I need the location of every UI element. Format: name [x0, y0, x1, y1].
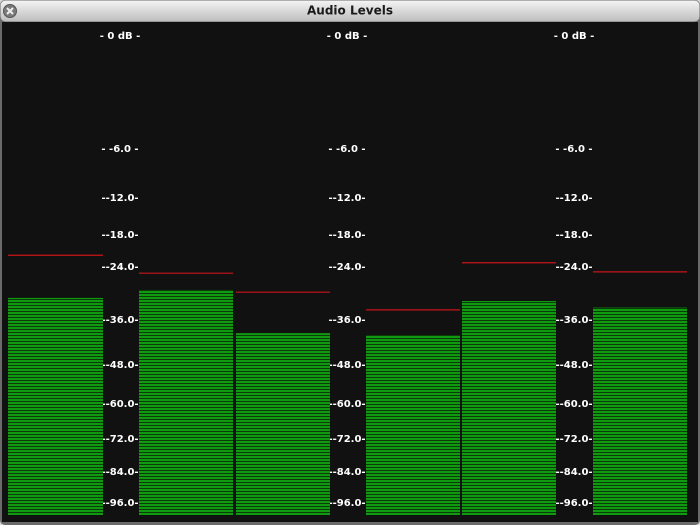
- scale-label: --36.0-: [328, 315, 365, 326]
- scale-label: --48.0-: [555, 360, 592, 371]
- scale-label: --12.0-: [101, 193, 138, 204]
- scale-label: --84.0-: [555, 467, 592, 478]
- scale-label: --12.0-: [555, 193, 592, 204]
- level-bar: [8, 297, 103, 515]
- meter-panel: [2, 22, 698, 522]
- level-bar: [139, 289, 233, 515]
- level-bar: [366, 335, 460, 515]
- level-bar: [236, 333, 330, 515]
- scale-label: --36.0-: [555, 315, 592, 326]
- scale-label: --60.0-: [328, 399, 365, 410]
- scale-label: --12.0-: [328, 193, 365, 204]
- title-bar: [0, 0, 700, 22]
- scale-label: --24.0-: [555, 262, 592, 273]
- scale-label: --18.0-: [555, 230, 592, 241]
- scale-label: --96.0-: [555, 498, 592, 509]
- scale-label: --24.0-: [101, 262, 138, 273]
- scale-label: - -6.0 -: [328, 144, 365, 155]
- scale-label: - -6.0 -: [101, 144, 138, 155]
- scale-label: --72.0-: [328, 434, 365, 445]
- scale-label: --60.0-: [555, 399, 592, 410]
- scale-label: - 0 dB -: [327, 31, 367, 42]
- scale-label: - 0 dB -: [100, 31, 140, 42]
- scale-label: --72.0-: [555, 434, 592, 445]
- scale-label: --18.0-: [328, 230, 365, 241]
- window-title: Audio Levels: [307, 4, 393, 18]
- scale-label: --48.0-: [101, 360, 138, 371]
- scale-label: --96.0-: [328, 498, 365, 509]
- scale-label: --18.0-: [101, 230, 138, 241]
- close-button[interactable]: [3, 4, 17, 18]
- close-icon[interactable]: [6, 7, 14, 15]
- scale-label: --60.0-: [101, 399, 138, 410]
- scale-label: --72.0-: [101, 434, 138, 445]
- scale-label: - 0 dB -: [554, 31, 594, 42]
- level-bar: [593, 307, 687, 515]
- scale-label: --36.0-: [101, 315, 138, 326]
- scale-label: --48.0-: [328, 360, 365, 371]
- scale-label: --84.0-: [328, 467, 365, 478]
- scale-label: - -6.0 -: [555, 144, 592, 155]
- level-bar: [462, 301, 556, 515]
- scale-label: --24.0-: [328, 262, 365, 273]
- scale-label: --96.0-: [101, 498, 138, 509]
- scale-label: --84.0-: [101, 467, 138, 478]
